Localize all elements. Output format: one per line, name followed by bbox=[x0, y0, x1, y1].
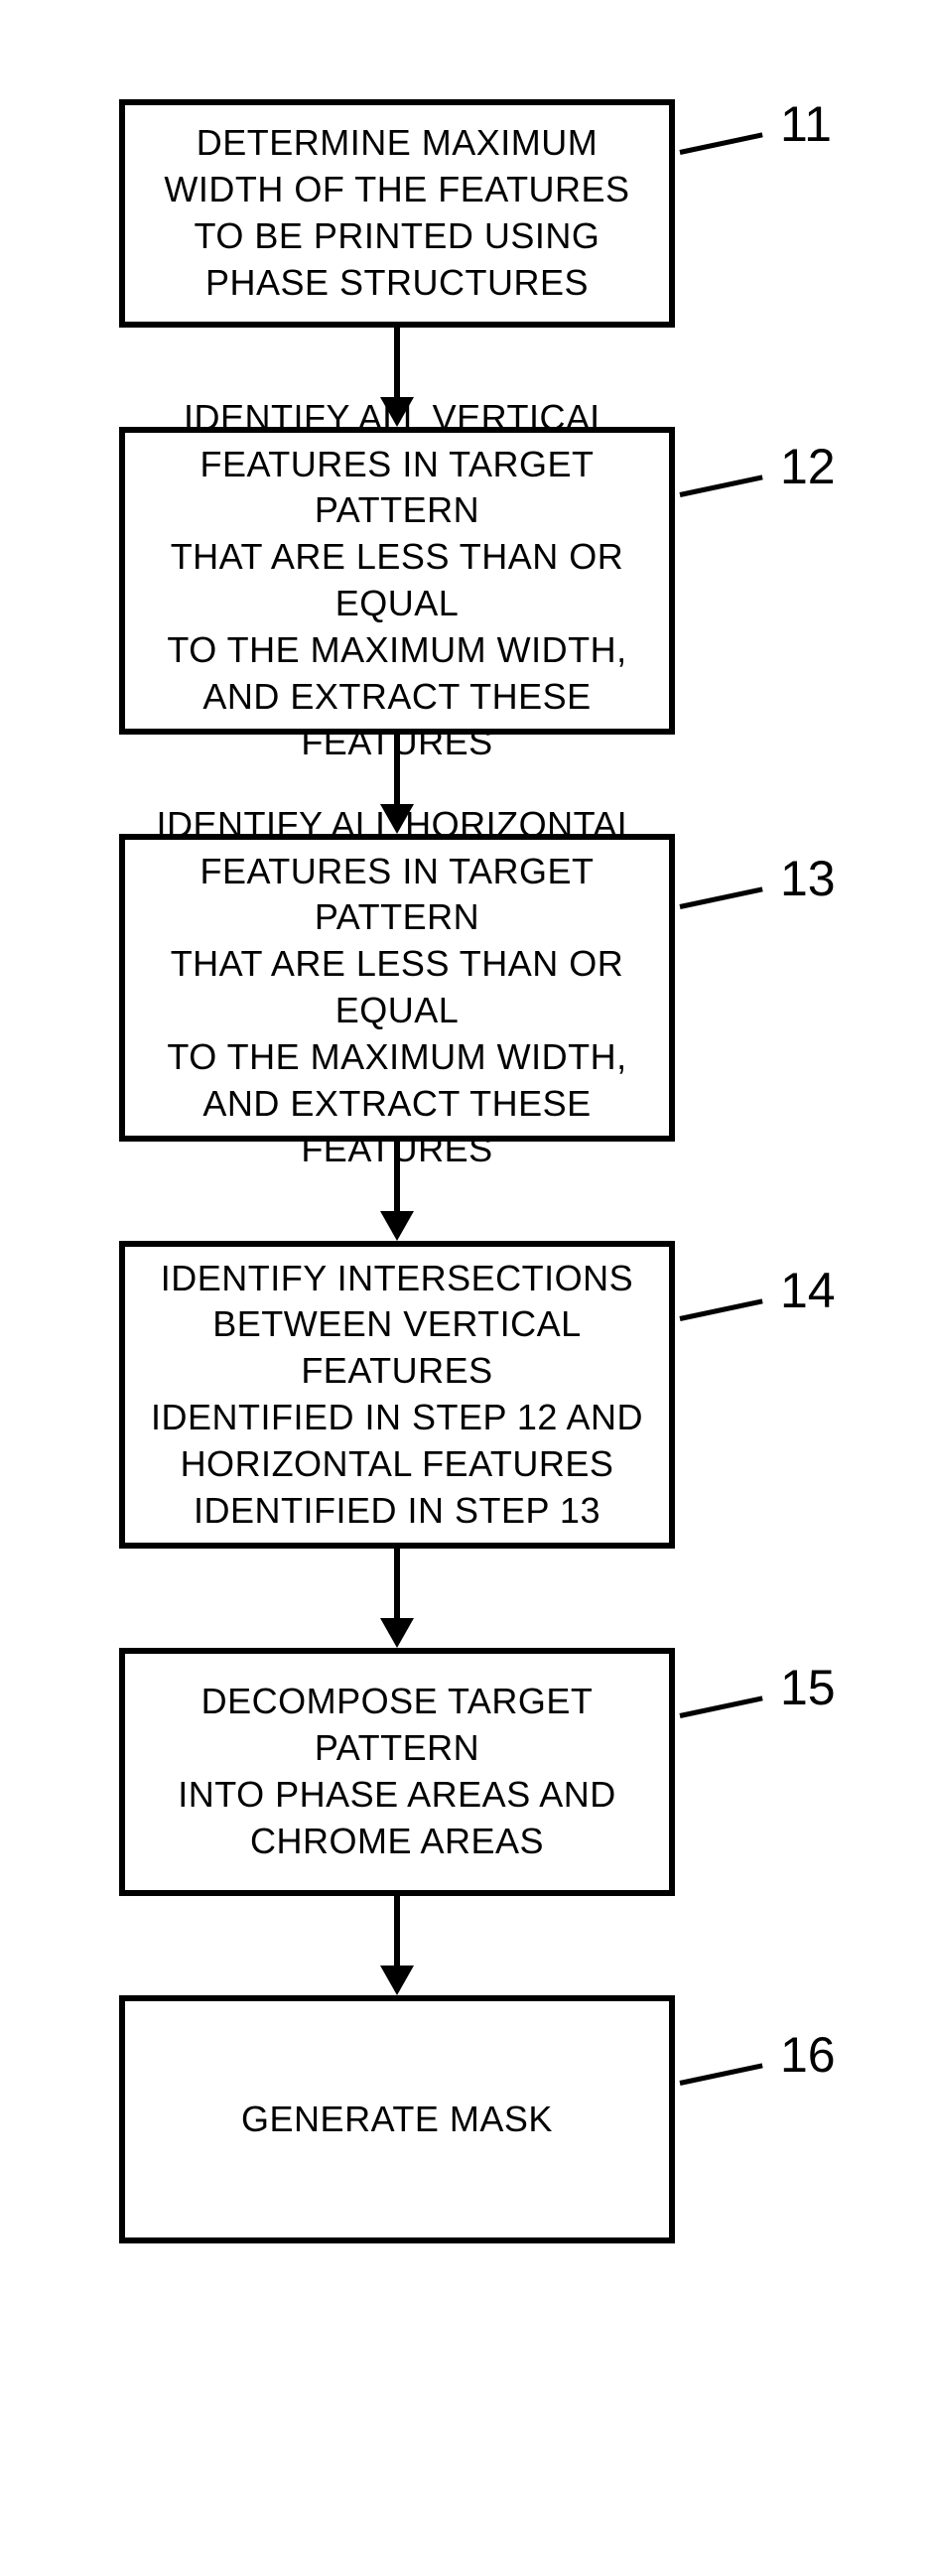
arrow-segment bbox=[119, 1896, 675, 1995]
arrow-down-icon bbox=[372, 1549, 422, 1648]
arrow-down-icon bbox=[372, 1142, 422, 1241]
flow-box-12: IDENTIFY ALL VERTICALFEATURES IN TARGET … bbox=[119, 427, 675, 735]
label-connector bbox=[679, 2063, 762, 2086]
flow-box-text: IDENTIFY ALL HORIZONTALFEATURES IN TARGE… bbox=[145, 802, 649, 1173]
flow-label-15: 15 bbox=[780, 1659, 836, 1716]
label-connector bbox=[679, 475, 762, 497]
flow-label-14: 14 bbox=[780, 1262, 836, 1319]
flow-label-11: 11 bbox=[780, 95, 832, 153]
arrow-down-icon bbox=[372, 1896, 422, 1995]
flow-box-14: IDENTIFY INTERSECTIONSBETWEEN VERTICAL F… bbox=[119, 1241, 675, 1549]
label-connector bbox=[679, 886, 762, 909]
label-connector bbox=[679, 1298, 762, 1321]
flow-box-text: IDENTIFY INTERSECTIONSBETWEEN VERTICAL F… bbox=[145, 1256, 649, 1535]
flow-box-13: IDENTIFY ALL HORIZONTALFEATURES IN TARGE… bbox=[119, 834, 675, 1142]
flow-box-11: DETERMINE MAXIMUMWIDTH OF THE FEATURESTO… bbox=[119, 99, 675, 328]
label-connector bbox=[679, 132, 762, 155]
flow-box-16: GENERATE MASK 16 bbox=[119, 1995, 675, 2243]
flow-box-text: GENERATE MASK bbox=[241, 2097, 553, 2143]
arrow-segment bbox=[119, 1142, 675, 1241]
flow-label-13: 13 bbox=[780, 850, 836, 907]
flow-label-12: 12 bbox=[780, 438, 836, 495]
flow-box-text: DETERMINE MAXIMUMWIDTH OF THE FEATURESTO… bbox=[164, 120, 629, 306]
arrow-segment bbox=[119, 1549, 675, 1648]
flow-box-text: DECOMPOSE TARGET PATTERNINTO PHASE AREAS… bbox=[145, 1679, 649, 1864]
flowchart: DETERMINE MAXIMUMWIDTH OF THE FEATURESTO… bbox=[0, 0, 933, 2576]
flow-box-text: IDENTIFY ALL VERTICALFEATURES IN TARGET … bbox=[145, 395, 649, 766]
flow-box-15: DECOMPOSE TARGET PATTERNINTO PHASE AREAS… bbox=[119, 1648, 675, 1896]
flow-label-16: 16 bbox=[780, 2026, 836, 2084]
label-connector bbox=[679, 1695, 762, 1718]
